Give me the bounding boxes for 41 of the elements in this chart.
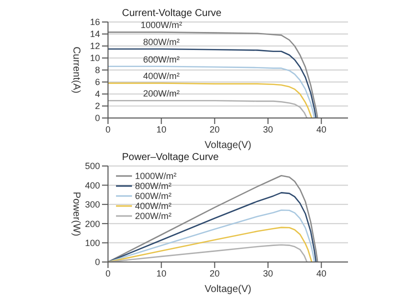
series-label: 1000W/m²: [140, 20, 182, 30]
x-tick-label: 0: [105, 268, 111, 278]
legend-label: 1000W/m²: [135, 171, 177, 181]
y-tick-label: 10: [90, 53, 100, 64]
x-tick-label: 40: [316, 124, 326, 134]
legend-label: 600W/m²: [135, 191, 172, 201]
y-tick-label: 6: [94, 77, 100, 88]
legend-label: 400W/m²: [135, 201, 172, 211]
x-tick-label: 20: [210, 268, 220, 278]
x-tick-label: 10: [156, 124, 166, 134]
chart-title: Current-Voltage Curve: [122, 8, 222, 19]
x-tick-label: 40: [316, 268, 326, 278]
series-label: 200W/m²: [143, 88, 180, 99]
series-label: 800W/m²: [143, 37, 180, 47]
y-tick-label: 300: [84, 200, 100, 210]
y-tick-label: 100: [84, 238, 100, 248]
y-tick-label: 16: [90, 17, 100, 28]
y-tick-label: 200: [84, 218, 100, 229]
y-tick-label: 0: [94, 113, 100, 124]
series-label: 600W/m²: [143, 54, 180, 64]
x-tick-label: 10: [156, 268, 166, 278]
y-tick-label: 2: [94, 101, 100, 112]
x-axis-title: Voltage(V): [204, 140, 252, 151]
y-tick-label: 8: [94, 65, 100, 76]
y-axis-title: Current(A): [70, 46, 82, 94]
x-axis-title: Voltage(V): [204, 284, 252, 295]
chart-title: Power–Voltage Curve: [122, 152, 219, 163]
y-tick-label: 400: [84, 180, 100, 190]
y-tick-label: 4: [94, 89, 100, 100]
x-tick-label: 0: [105, 124, 111, 134]
x-tick-label: 30: [262, 268, 274, 278]
y-axis-title: Power(W): [70, 192, 82, 236]
x-tick-label: 30: [262, 124, 274, 134]
y-tick-label: 500: [84, 161, 100, 172]
y-tick-label: 14: [90, 29, 100, 40]
legend-label: 800W/m²: [135, 181, 172, 191]
y-tick-label: 0: [94, 257, 100, 268]
legend-label: 200W/m²: [135, 211, 172, 221]
y-tick-label: 12: [90, 41, 100, 52]
x-tick-label: 20: [210, 124, 220, 134]
series-label: 400W/m²: [143, 71, 180, 82]
